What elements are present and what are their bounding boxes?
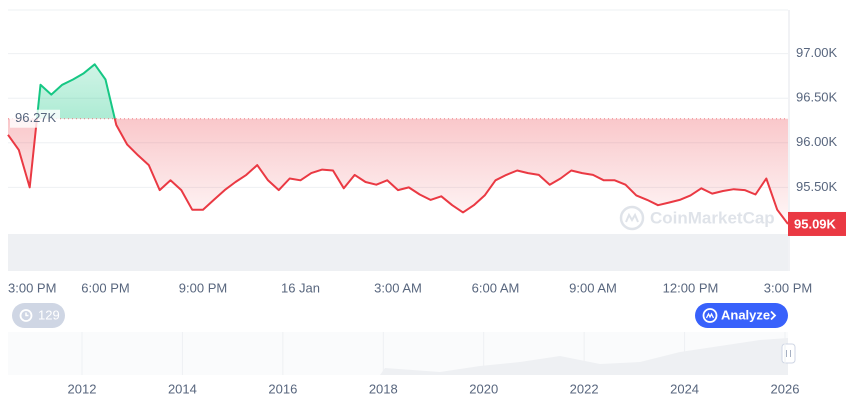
price-tag-label: 95.09K xyxy=(794,216,837,231)
history-count: 129 xyxy=(38,307,60,322)
x-tick-label: 12:00 PM xyxy=(663,280,719,295)
reference-label-bg xyxy=(10,109,60,128)
x-tick-label: 16 Jan xyxy=(281,280,320,295)
watermark: CoinMarketCap xyxy=(619,205,775,231)
navigator-tick-label: 2018 xyxy=(369,381,398,396)
volume-bars xyxy=(8,234,788,271)
navigator-tick-label: 2020 xyxy=(469,381,498,396)
navigator-tick-label: 2016 xyxy=(268,381,297,396)
y-tick-label: 97.00K xyxy=(796,45,838,60)
navigator-handle[interactable] xyxy=(781,343,796,364)
navigator-tick-label: 2024 xyxy=(670,381,699,396)
price-line xyxy=(7,63,789,225)
navigator-tick-label: 2026 xyxy=(771,381,800,396)
price-tag xyxy=(788,211,846,236)
y-tick-label: 95.50K xyxy=(796,179,838,194)
analyze-label: Analyze xyxy=(721,307,770,322)
reference-label: 96.27K xyxy=(15,110,57,125)
history-button[interactable]: 129 xyxy=(12,303,65,328)
navigator-tick-label: 2022 xyxy=(570,381,599,396)
analyze-button[interactable]: Analyze xyxy=(695,303,788,328)
navigator-area xyxy=(8,338,788,375)
x-tick-label: 3:00 AM xyxy=(374,280,422,295)
y-tick-label: 96.00K xyxy=(796,134,838,149)
x-tick-label: 3:00 PM xyxy=(764,280,812,295)
y-tick-label: 96.50K xyxy=(796,90,838,105)
x-tick-label: 3:00 PM xyxy=(8,280,56,295)
x-tick-label: 6:00 AM xyxy=(472,280,520,295)
x-tick-label: 6:00 PM xyxy=(81,280,129,295)
x-tick-label: 9:00 AM xyxy=(569,280,617,295)
watermark-text: CoinMarketCap xyxy=(650,208,775,227)
x-tick-label: 9:00 PM xyxy=(179,280,227,295)
navigator-tick-label: 2014 xyxy=(168,381,197,396)
area-fill xyxy=(8,64,788,224)
navigator-tick-label: 2012 xyxy=(68,381,97,396)
